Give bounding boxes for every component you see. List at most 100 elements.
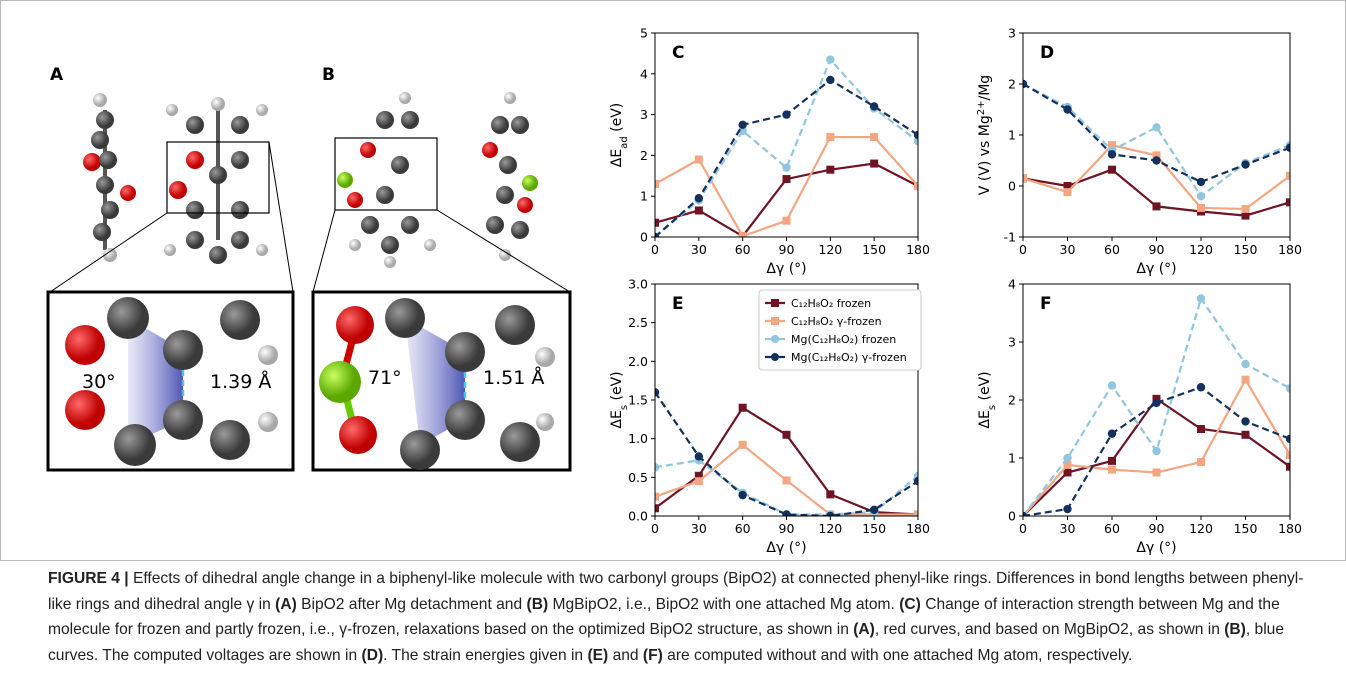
x-tick-label: 0 bbox=[651, 521, 659, 536]
marker bbox=[1152, 156, 1160, 164]
caption-text: MgBipO2, i.e., BipO2 with one attached M… bbox=[548, 596, 899, 613]
x-tick-label: 60 bbox=[1104, 242, 1120, 257]
caption-text: are computed without and with one attach… bbox=[663, 647, 1133, 664]
marker bbox=[1241, 160, 1249, 168]
marker bbox=[1242, 376, 1250, 384]
marker bbox=[1152, 123, 1160, 131]
panel-label: A bbox=[50, 65, 64, 85]
marker bbox=[782, 163, 790, 171]
x-tick-label: 180 bbox=[906, 242, 930, 257]
y-tick-label: 3 bbox=[1008, 26, 1016, 41]
x-tick-label: 0 bbox=[1019, 242, 1027, 257]
marker bbox=[783, 175, 791, 183]
marker bbox=[826, 133, 834, 141]
y-tick-label: 1 bbox=[1008, 451, 1016, 466]
caption-ref: (B) bbox=[1224, 621, 1246, 638]
legend-label: Mg(C₁₂H₈O₂) frozen bbox=[791, 333, 896, 346]
y-tick-label: -1 bbox=[1004, 230, 1016, 245]
angle-label: 71° bbox=[368, 367, 402, 389]
y-tick-label: 1 bbox=[640, 189, 648, 204]
chart: 030609012015018001234Δγ (°)ΔEs (eV)F bbox=[977, 277, 1302, 557]
marker bbox=[1063, 454, 1071, 462]
panel-label: D bbox=[1040, 43, 1054, 63]
legend-marker bbox=[771, 335, 779, 343]
x-tick-label: 150 bbox=[1234, 521, 1258, 536]
y-axis-label-part: (eV) bbox=[609, 103, 625, 137]
x-tick-label: 90 bbox=[1149, 521, 1165, 536]
y-axis-label-part: ΔE bbox=[609, 149, 625, 167]
marker bbox=[695, 155, 703, 163]
molecule-a bbox=[48, 93, 293, 470]
y-axis-label-part: ΔE bbox=[977, 410, 993, 428]
y-tick-label: 4 bbox=[1008, 277, 1016, 292]
legend-marker bbox=[771, 317, 779, 325]
series-line bbox=[1023, 84, 1290, 182]
marker bbox=[1197, 294, 1205, 302]
x-tick-label: 180 bbox=[906, 521, 930, 536]
caption-ref: (B) bbox=[527, 596, 549, 613]
marker bbox=[1108, 381, 1116, 389]
marker bbox=[1197, 204, 1205, 212]
series-line bbox=[1023, 299, 1290, 517]
x-tick-label: 150 bbox=[862, 242, 886, 257]
x-tick-label: 60 bbox=[1104, 521, 1120, 536]
legend-label: C₁₂H₈O₂ frozen bbox=[791, 297, 871, 310]
marker bbox=[1153, 469, 1161, 477]
series-line bbox=[655, 164, 918, 237]
marker bbox=[738, 491, 746, 499]
marker bbox=[739, 404, 747, 412]
y-tick-label: 3 bbox=[640, 107, 648, 122]
plot-area bbox=[651, 55, 922, 241]
marker bbox=[783, 431, 791, 439]
y-tick-label: 0 bbox=[1008, 179, 1016, 194]
series-line bbox=[1023, 84, 1290, 196]
y-tick-label: 2 bbox=[1008, 393, 1016, 408]
y-axis-label: ΔEs (eV) bbox=[977, 371, 998, 428]
marker bbox=[1152, 399, 1160, 407]
marker bbox=[870, 506, 878, 514]
y-axis-label: ΔEs (eV) bbox=[609, 371, 630, 428]
molecule-b bbox=[313, 92, 570, 470]
y-tick-label: 4 bbox=[640, 66, 648, 81]
x-tick-label: 60 bbox=[735, 242, 751, 257]
caption-ref: (D) bbox=[362, 647, 384, 664]
marker bbox=[1241, 360, 1249, 368]
y-tick-label: 1.5 bbox=[628, 393, 648, 408]
marker bbox=[1197, 383, 1205, 391]
y-axis-label: ΔEad (eV) bbox=[609, 103, 630, 168]
x-tick-label: 120 bbox=[1189, 521, 1213, 536]
marker bbox=[1197, 192, 1205, 200]
marker bbox=[695, 452, 703, 460]
y-tick-label: 0 bbox=[640, 230, 648, 245]
legend-label: C₁₂H₈O₂ γ-frozen bbox=[791, 315, 882, 328]
x-tick-label: 90 bbox=[1149, 242, 1165, 257]
plot-area bbox=[651, 388, 922, 520]
figure: A B 30° 1.39 Å bbox=[0, 0, 1346, 562]
x-tick-label: 90 bbox=[779, 521, 795, 536]
x-tick-label: 0 bbox=[651, 242, 659, 257]
y-tick-label: 1 bbox=[1008, 128, 1016, 143]
legend-marker bbox=[771, 299, 779, 307]
marker bbox=[1197, 458, 1205, 466]
x-axis-label: Δγ (°) bbox=[1136, 261, 1176, 277]
x-tick-label: 180 bbox=[1278, 242, 1302, 257]
marker bbox=[1197, 178, 1205, 186]
panel-label: C bbox=[672, 43, 684, 63]
caption-text: BipO2 after Mg detachment and bbox=[297, 596, 527, 613]
caption-ref: (F) bbox=[643, 647, 663, 664]
y-axis-label: V (V) vs Mg2+/Mg bbox=[976, 75, 994, 195]
y-tick-label: 3.0 bbox=[628, 277, 648, 292]
series-line bbox=[655, 392, 918, 516]
x-tick-label: 150 bbox=[1234, 242, 1258, 257]
x-tick-label: 0 bbox=[1019, 521, 1027, 536]
y-axis-label-part: (eV) bbox=[609, 371, 625, 405]
series-line bbox=[655, 80, 918, 237]
marker bbox=[1241, 417, 1249, 425]
x-tick-label: 120 bbox=[1189, 242, 1213, 257]
x-tick-label: 60 bbox=[735, 521, 751, 536]
y-tick-label: 3 bbox=[1008, 335, 1016, 350]
marker bbox=[826, 55, 834, 63]
x-tick-label: 30 bbox=[691, 242, 707, 257]
marker bbox=[1108, 166, 1116, 174]
y-axis-label-part: V (V) vs Mg bbox=[977, 115, 993, 195]
